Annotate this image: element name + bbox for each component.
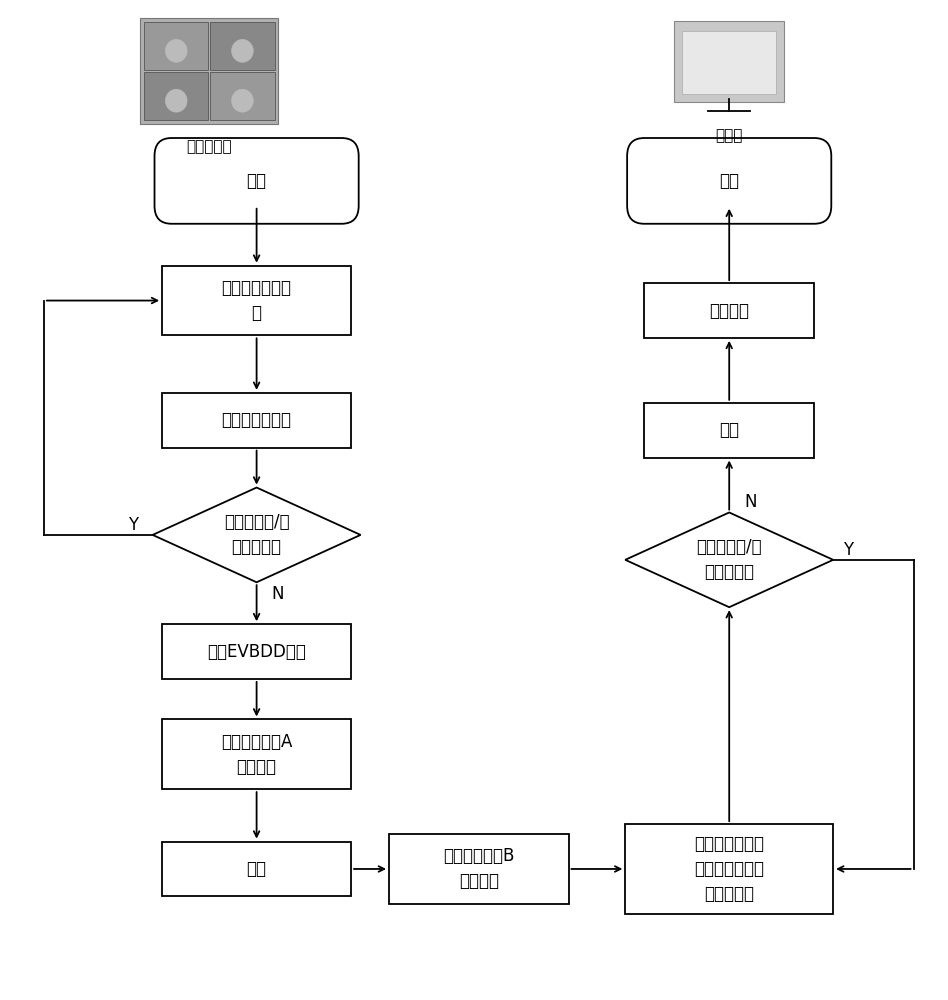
Polygon shape bbox=[153, 488, 360, 582]
Circle shape bbox=[165, 89, 187, 112]
FancyBboxPatch shape bbox=[210, 72, 275, 120]
Text: 二选一不经意传
输选择结点密钥
和取值密钥: 二选一不经意传 输选择结点密钥 和取值密钥 bbox=[694, 835, 764, 903]
Circle shape bbox=[231, 39, 253, 62]
FancyBboxPatch shape bbox=[144, 72, 209, 120]
Text: 子联合函数/内
部结点电路: 子联合函数/内 部结点电路 bbox=[697, 538, 762, 581]
FancyBboxPatch shape bbox=[140, 18, 279, 124]
Text: Y: Y bbox=[128, 516, 138, 534]
Text: 密钥生成单元A
分配密钥: 密钥生成单元A 分配密钥 bbox=[221, 733, 292, 776]
Circle shape bbox=[165, 39, 187, 62]
Text: 密钥生成单元B
分配密钥: 密钥生成单元B 分配密钥 bbox=[443, 847, 515, 890]
Text: 后期处理: 后期处理 bbox=[709, 302, 749, 320]
Text: 标签、随机数分
配: 标签、随机数分 配 bbox=[222, 279, 292, 322]
Text: 应用服务器: 应用服务器 bbox=[187, 139, 232, 154]
FancyBboxPatch shape bbox=[626, 824, 833, 914]
FancyBboxPatch shape bbox=[144, 22, 209, 70]
FancyBboxPatch shape bbox=[162, 393, 351, 448]
Text: 子联合函数/内
部结点电路: 子联合函数/内 部结点电路 bbox=[224, 513, 289, 556]
Text: 加密: 加密 bbox=[246, 860, 266, 878]
FancyBboxPatch shape bbox=[155, 138, 358, 224]
Text: N: N bbox=[744, 493, 757, 511]
FancyBboxPatch shape bbox=[210, 22, 275, 70]
Circle shape bbox=[231, 89, 253, 112]
FancyBboxPatch shape bbox=[628, 138, 831, 224]
FancyBboxPatch shape bbox=[644, 403, 814, 458]
Text: 解密: 解密 bbox=[720, 421, 739, 439]
Text: 混淆随机数计算: 混淆随机数计算 bbox=[222, 411, 292, 429]
FancyBboxPatch shape bbox=[162, 266, 351, 335]
FancyBboxPatch shape bbox=[389, 834, 569, 904]
Text: Y: Y bbox=[843, 541, 853, 559]
Text: 结束: 结束 bbox=[720, 172, 739, 190]
FancyBboxPatch shape bbox=[162, 842, 351, 896]
Text: 客户端: 客户端 bbox=[716, 129, 743, 144]
Polygon shape bbox=[626, 512, 833, 607]
Text: N: N bbox=[272, 585, 284, 603]
Text: 开始: 开始 bbox=[246, 172, 266, 190]
FancyBboxPatch shape bbox=[162, 719, 351, 789]
Text: 符号EVBDD刻画: 符号EVBDD刻画 bbox=[208, 643, 306, 661]
FancyBboxPatch shape bbox=[674, 21, 784, 102]
FancyBboxPatch shape bbox=[682, 31, 776, 94]
FancyBboxPatch shape bbox=[162, 624, 351, 679]
FancyBboxPatch shape bbox=[644, 283, 814, 338]
